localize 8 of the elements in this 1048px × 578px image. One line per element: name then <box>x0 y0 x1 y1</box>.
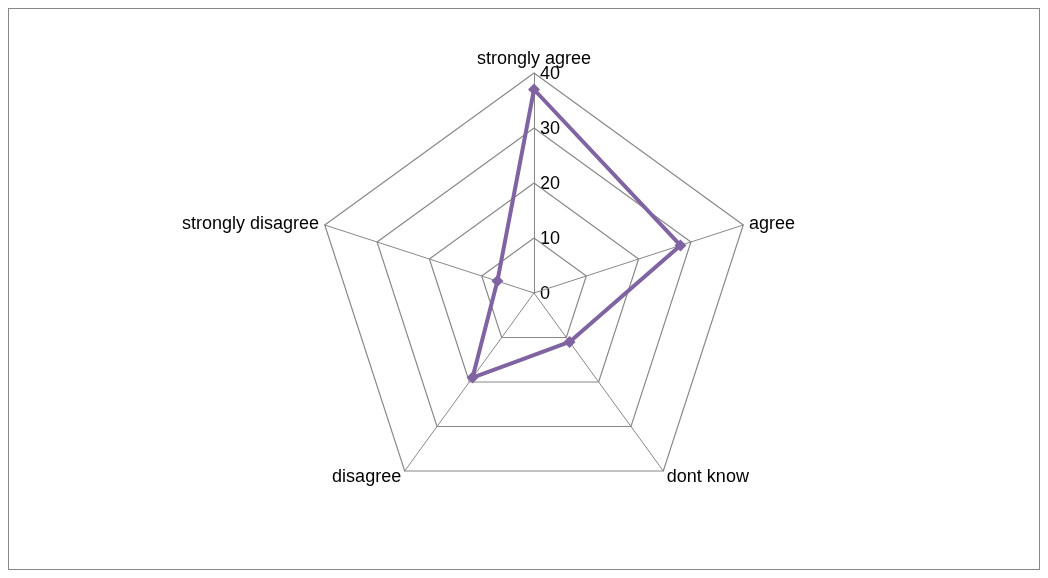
y-tick-label: 20 <box>540 173 561 193</box>
y-tick-label: 0 <box>540 283 551 303</box>
y-tick-label: 10 <box>540 228 561 248</box>
spoke-label: disagree <box>332 465 402 486</box>
spoke-label: agree <box>748 213 795 234</box>
y-tick-label: 30 <box>540 118 561 138</box>
spoke-label: dont know <box>666 465 750 486</box>
spoke-label: strongly disagree <box>181 213 320 234</box>
